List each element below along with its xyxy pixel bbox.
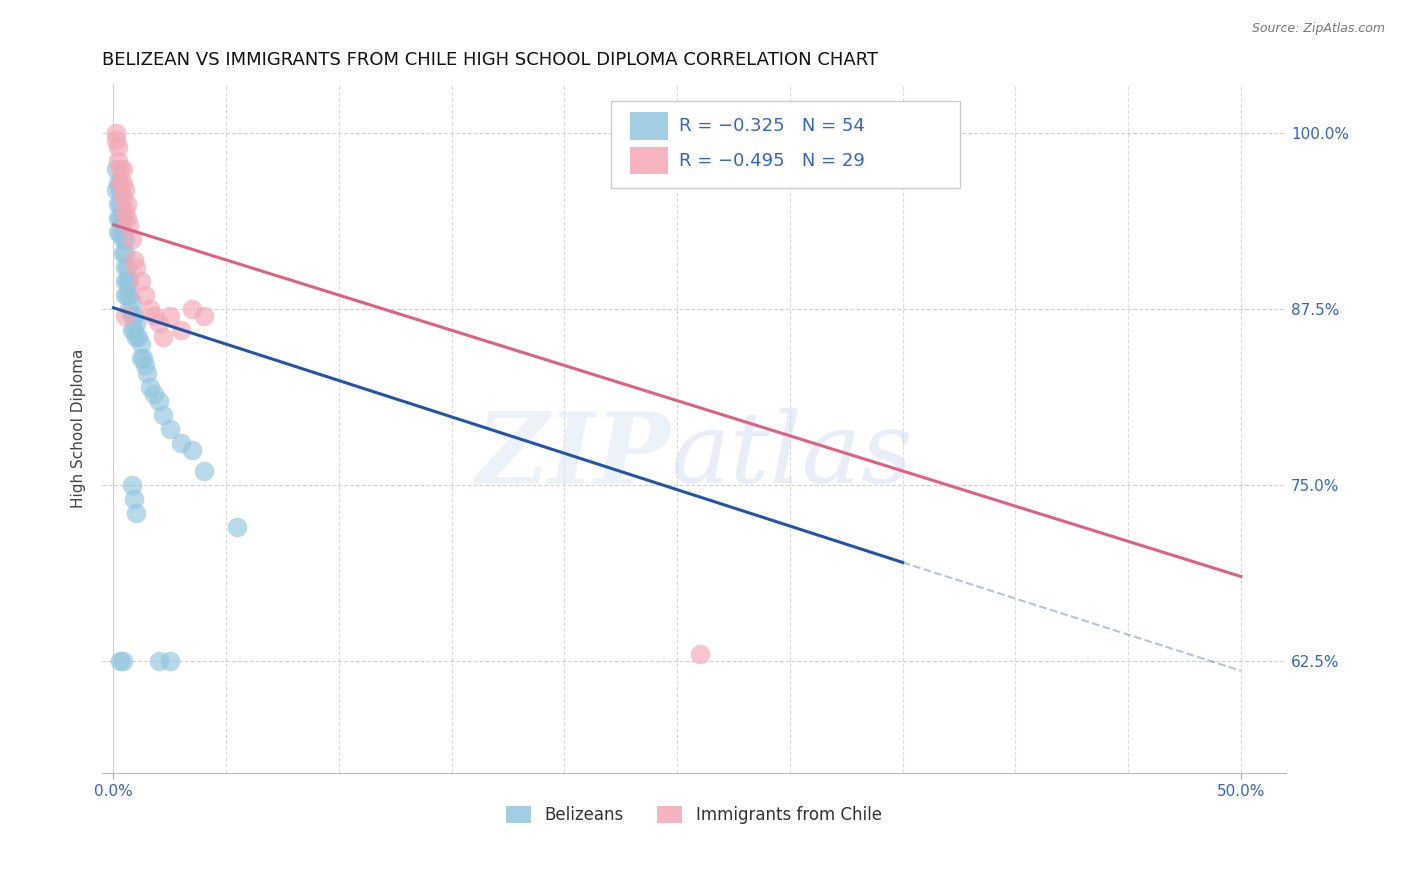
Point [148, 654, 170, 668]
Point [136, 366, 159, 380]
Point [143, 386, 166, 401]
Text: BELIZEAN VS IMMIGRANTS FROM CHILE HIGH SCHOOL DIPLOMA CORRELATION CHART: BELIZEAN VS IMMIGRANTS FROM CHILE HIGH S… [103, 51, 879, 69]
Point [152, 330, 174, 344]
Point [115, 288, 138, 302]
Point [114, 246, 136, 260]
Point [181, 442, 204, 457]
Y-axis label: High School Diploma: High School Diploma [72, 349, 86, 508]
Point [111, 189, 134, 203]
Point [107, 154, 129, 169]
Point [111, 211, 134, 225]
Point [193, 310, 215, 324]
Point [129, 351, 152, 366]
Point [159, 654, 181, 668]
Point [121, 295, 143, 310]
Point [115, 260, 138, 274]
Legend: Belizeans, Immigrants from Chile: Belizeans, Immigrants from Chile [506, 805, 882, 823]
Point [114, 288, 136, 302]
Point [226, 520, 249, 534]
Point [118, 302, 141, 317]
Point [114, 260, 136, 274]
Point [122, 492, 145, 507]
Point [134, 359, 156, 373]
Point [110, 161, 132, 176]
FancyBboxPatch shape [630, 147, 668, 175]
Point [111, 232, 134, 246]
Point [104, 183, 127, 197]
Point [118, 218, 141, 232]
Point [127, 330, 149, 344]
Point [111, 161, 134, 176]
Point [115, 274, 138, 288]
Point [121, 310, 143, 324]
Point [125, 506, 148, 520]
Point [104, 161, 127, 176]
Point [114, 203, 136, 218]
FancyBboxPatch shape [612, 102, 960, 187]
Point [111, 225, 134, 239]
Point [118, 288, 141, 302]
Point [115, 196, 138, 211]
Point [115, 211, 138, 225]
Point [138, 379, 160, 393]
Point [193, 464, 215, 478]
Point [152, 408, 174, 422]
Point [114, 183, 136, 197]
Point [143, 310, 166, 324]
Point [122, 252, 145, 267]
Point [114, 310, 136, 324]
Point [159, 422, 181, 436]
Point [129, 337, 152, 351]
Text: Source: ZipAtlas.com: Source: ZipAtlas.com [1251, 22, 1385, 36]
Point [110, 654, 132, 668]
Point [125, 316, 148, 330]
Point [110, 211, 132, 225]
Point [689, 647, 711, 661]
Point [111, 654, 134, 668]
Point [134, 288, 156, 302]
Point [121, 478, 143, 492]
Point [110, 196, 132, 211]
Point [125, 260, 148, 274]
Point [107, 196, 129, 211]
Point [111, 176, 134, 190]
Point [107, 211, 129, 225]
Text: R = −0.325   N = 54: R = −0.325 N = 54 [679, 117, 865, 136]
Point [107, 225, 129, 239]
Point [107, 176, 129, 190]
Point [111, 246, 134, 260]
Point [110, 225, 132, 239]
Point [121, 323, 143, 337]
Point [104, 133, 127, 147]
Text: R = −0.495   N = 29: R = −0.495 N = 29 [679, 152, 865, 169]
Point [138, 302, 160, 317]
Point [132, 351, 155, 366]
Point [159, 310, 181, 324]
Point [125, 330, 148, 344]
Point [107, 140, 129, 154]
Point [114, 274, 136, 288]
Point [110, 183, 132, 197]
Point [129, 274, 152, 288]
Point [170, 323, 193, 337]
Text: atlas: atlas [671, 409, 912, 504]
Point [104, 127, 127, 141]
Point [122, 323, 145, 337]
Text: ZIP: ZIP [475, 409, 671, 505]
Point [118, 274, 141, 288]
Point [122, 310, 145, 324]
Point [148, 316, 170, 330]
Point [148, 393, 170, 408]
FancyBboxPatch shape [630, 112, 668, 140]
Point [114, 232, 136, 246]
Point [181, 302, 204, 317]
Point [121, 232, 143, 246]
Point [170, 435, 193, 450]
Point [110, 176, 132, 190]
